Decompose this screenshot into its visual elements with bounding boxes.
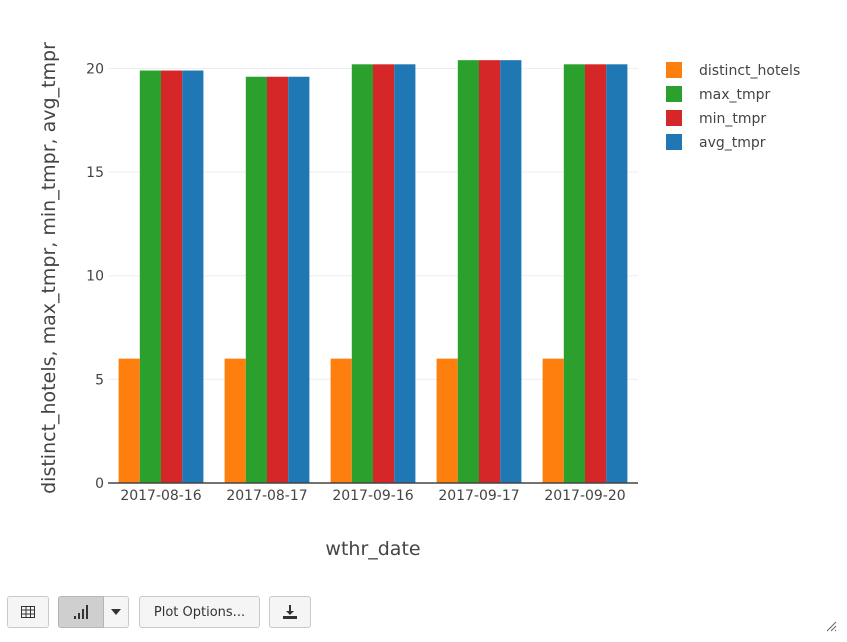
bar-min_tmpr[interactable] <box>373 64 395 484</box>
bar-max_tmpr[interactable] <box>457 60 479 483</box>
y-tick-label: 0 <box>95 476 104 492</box>
bar-avg_tmpr[interactable] <box>182 70 204 483</box>
bar-max_tmpr[interactable] <box>139 70 161 483</box>
axes: 0 5 10 15 20 2017-08-16 2017-08-17 2017-09-16 20… <box>86 61 638 504</box>
chevron-down-icon <box>111 609 121 615</box>
bar-max_tmpr[interactable] <box>351 64 373 484</box>
bar-min_tmpr[interactable] <box>479 60 501 483</box>
y-tick-label: 5 <box>95 372 104 388</box>
bar-avg_tmpr[interactable] <box>288 76 310 483</box>
bar-min_tmpr[interactable] <box>585 64 607 484</box>
legend: distinct_hotels max_tmpr min_tmpr avg_tmpr <box>666 62 800 151</box>
y-tick-label: 15 <box>86 165 104 181</box>
bar-distinct_hotels[interactable] <box>118 358 140 483</box>
x-tick-label: 2017-08-16 <box>120 488 201 504</box>
bar-avg_tmpr[interactable] <box>394 64 416 484</box>
download-button[interactable] <box>269 596 311 628</box>
y-tick-label: 10 <box>86 269 104 285</box>
bar-max_tmpr[interactable] <box>563 64 585 484</box>
bar-distinct_hotels[interactable] <box>436 358 458 483</box>
bar-distinct_hotels[interactable] <box>224 358 246 483</box>
x-tick-label: 2017-09-17 <box>438 488 519 504</box>
legend-label-distinct_hotels[interactable]: distinct_hotels <box>699 63 800 79</box>
legend-label-min_tmpr[interactable]: min_tmpr <box>699 111 766 127</box>
legend-swatch-avg_tmpr[interactable] <box>666 134 682 150</box>
chart-type-dropdown[interactable] <box>104 596 129 628</box>
resize-handle-icon[interactable] <box>825 620 837 632</box>
table-view-button[interactable] <box>7 596 49 628</box>
y-axis-title: distinct_hotels, max_tmpr, min_tmpr, avg… <box>38 42 60 494</box>
download-icon <box>283 605 297 619</box>
plot-options-button[interactable]: Plot Options... <box>139 596 260 628</box>
y-tick-label: 20 <box>86 61 104 77</box>
legend-swatch-distinct_hotels[interactable] <box>666 62 682 78</box>
bar-chart: 0 5 10 15 20 2017-08-16 2017-08-17 2017-09-16 20… <box>38 42 800 560</box>
x-axis-title: wthr_date <box>325 538 420 560</box>
legend-label-max_tmpr[interactable]: max_tmpr <box>699 87 771 103</box>
bar-avg_tmpr[interactable] <box>500 60 522 483</box>
bar-chart-icon <box>74 605 88 619</box>
bar-min_tmpr[interactable] <box>267 76 289 483</box>
bar-max_tmpr[interactable] <box>245 76 267 483</box>
bar-avg_tmpr[interactable] <box>606 64 628 484</box>
bar-distinct_hotels[interactable] <box>542 358 564 483</box>
legend-swatch-max_tmpr[interactable] <box>666 86 682 102</box>
bars <box>118 60 628 484</box>
chart-view-button[interactable] <box>58 596 104 628</box>
x-tick-label: 2017-09-20 <box>544 488 625 504</box>
legend-label-avg_tmpr[interactable]: avg_tmpr <box>699 135 766 151</box>
bar-distinct_hotels[interactable] <box>330 358 352 483</box>
x-tick-label: 2017-08-17 <box>226 488 307 504</box>
table-icon <box>21 606 35 618</box>
bar-min_tmpr[interactable] <box>161 70 183 483</box>
legend-swatch-min_tmpr[interactable] <box>666 110 682 126</box>
x-tick-label: 2017-09-16 <box>332 488 413 504</box>
